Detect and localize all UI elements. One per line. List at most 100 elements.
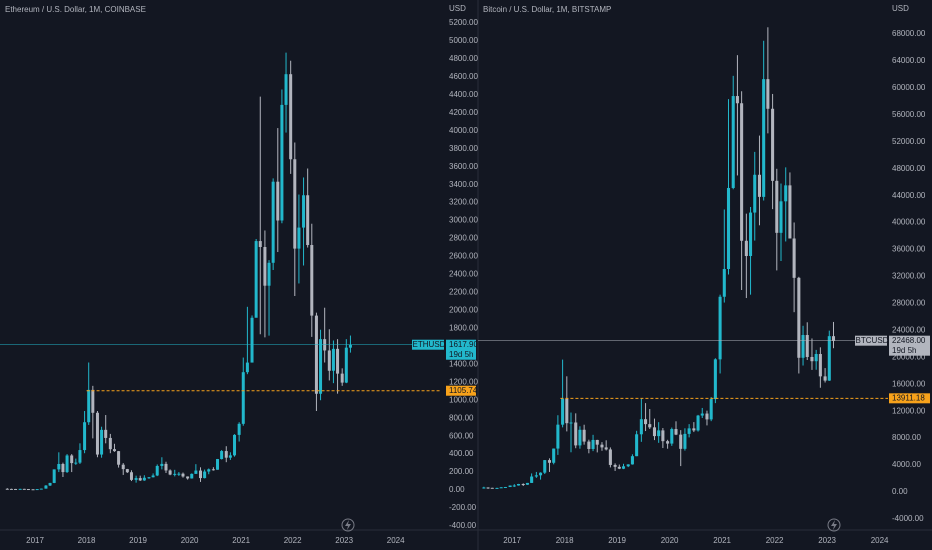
candle-body: [565, 398, 569, 424]
y-tick-label: 3600.00: [449, 162, 478, 171]
candle-body: [74, 462, 78, 464]
y-tick-label: 2000.00: [449, 306, 478, 315]
candle-body: [726, 187, 731, 270]
candle-body: [160, 463, 164, 466]
candle-body: [516, 483, 521, 486]
candle-body: [705, 413, 709, 420]
price-badge: [889, 335, 930, 356]
lightning-icon[interactable]: [341, 518, 355, 532]
candle-body: [100, 429, 104, 455]
candle-body: [635, 434, 639, 457]
y-tick-label: 16000.00: [892, 379, 926, 388]
x-tick-label: 2020: [181, 536, 199, 545]
candle-body: [482, 487, 486, 489]
candle-body: [797, 277, 801, 358]
candle-body: [190, 473, 194, 479]
y-tick-label: 64000.00: [892, 56, 926, 65]
candle-body: [810, 356, 814, 362]
candle-body: [331, 348, 335, 371]
candle-body: [52, 469, 56, 483]
candle-body: [327, 350, 331, 371]
y-tick-label: 600.00: [449, 431, 474, 440]
symbol-label: ETHUSD: [413, 340, 446, 349]
candle-body: [57, 463, 61, 470]
candle-body: [617, 466, 621, 469]
candle-body: [39, 488, 43, 490]
x-tick-label: 2021: [232, 536, 250, 545]
candle-body: [289, 74, 293, 160]
candle-body: [521, 483, 525, 485]
candle-body: [121, 464, 125, 470]
y-tick-label: 36000.00: [892, 245, 926, 254]
candle-body: [91, 389, 95, 413]
candle-body: [740, 103, 744, 241]
candle-body: [336, 348, 340, 374]
candle-body: [578, 429, 582, 446]
chart-title: Bitcoin / U.S. Dollar, 1M, BITSTAMP: [483, 5, 611, 14]
x-tick-label: 2020: [661, 536, 679, 545]
candle-body: [302, 195, 306, 228]
candle-body: [112, 449, 116, 452]
x-tick-label: 2023: [335, 536, 353, 545]
candle-body: [65, 455, 69, 473]
y-tick-label: 0.00: [892, 487, 908, 496]
candle-body: [228, 455, 232, 458]
countdown-label: 19d 5h: [892, 346, 916, 355]
candle-body: [600, 444, 604, 448]
candle-body: [18, 488, 22, 490]
candle-body: [512, 485, 516, 487]
candle-body: [591, 439, 595, 449]
y-tick-label: 56000.00: [892, 110, 926, 119]
candle-body: [293, 159, 297, 249]
icon-circle[interactable]: [827, 518, 841, 532]
icon-bolt[interactable]: [345, 520, 351, 530]
candle-body: [775, 180, 779, 233]
candle-body: [44, 485, 48, 489]
icon-circle[interactable]: [341, 518, 355, 532]
y-tick-label: 4600.00: [449, 72, 478, 81]
candle-body: [284, 74, 288, 105]
icon-bolt[interactable]: [831, 520, 837, 530]
x-tick-label: 2018: [78, 536, 96, 545]
candle-body: [78, 450, 82, 463]
candle-body: [297, 227, 301, 249]
candle-body: [340, 373, 344, 383]
candle-body: [499, 487, 503, 489]
candle-body: [547, 460, 552, 463]
candle-body: [181, 473, 185, 477]
candle-body: [762, 79, 766, 197]
candle-body: [70, 455, 74, 464]
candle-body: [644, 419, 648, 425]
y-tick-label: 40000.00: [892, 218, 926, 227]
candle-body: [784, 185, 788, 202]
candle-body: [108, 437, 112, 450]
y-tick-label: 5200.00: [449, 18, 478, 27]
candle-body: [151, 475, 155, 478]
candle-body: [543, 460, 547, 473]
candle-body: [9, 488, 13, 490]
y-tick-label: 68000.00: [892, 29, 926, 38]
candle-body: [271, 181, 275, 263]
candle-body: [587, 441, 591, 449]
price-pane: Bitcoin / U.S. Dollar, 1M, BITSTAMP USD -4…: [478, 4, 930, 545]
lightning-icon[interactable]: [827, 518, 841, 532]
candle-body: [104, 429, 108, 438]
candle-body: [582, 429, 586, 442]
candle-body: [530, 476, 534, 483]
level-label: 1105.74: [449, 386, 478, 395]
symbol-badge: [412, 339, 444, 350]
candle-body: [237, 423, 241, 435]
y-tick-label: 2200.00: [449, 288, 478, 297]
x-tick-label: 2017: [26, 536, 44, 545]
y-tick-label: 3400.00: [449, 180, 478, 189]
y-tick-label: 3800.00: [449, 144, 478, 153]
candle-body: [280, 104, 284, 221]
symbol-label: BTCUSD: [856, 336, 889, 345]
candle-body: [254, 241, 258, 318]
candle-body: [194, 470, 198, 474]
candle-body: [657, 430, 661, 437]
y-tick-label: -400.00: [449, 521, 477, 530]
candle-body: [670, 429, 674, 444]
candle-body: [14, 488, 18, 490]
candle-body: [241, 372, 245, 424]
